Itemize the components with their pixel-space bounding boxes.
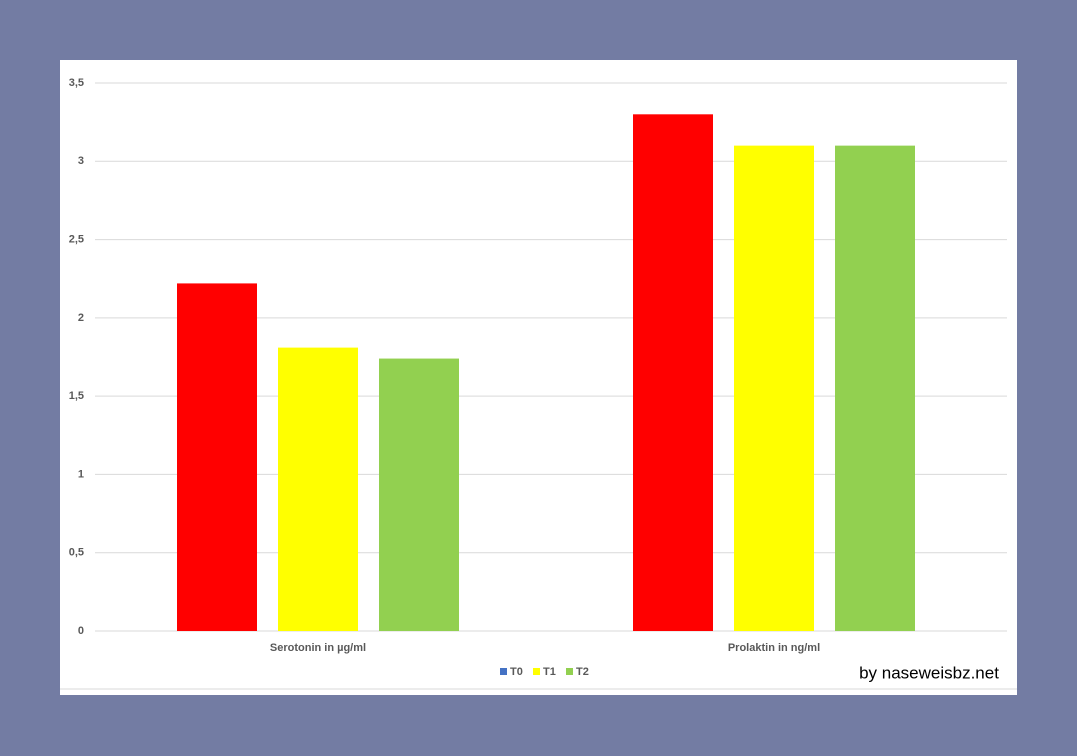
y-tick-label: 2,5 [69, 233, 84, 245]
y-tick-label: 0,5 [69, 547, 84, 559]
y-tick-label: 3,5 [69, 77, 84, 89]
legend-swatch [566, 668, 573, 675]
bar [633, 114, 713, 632]
y-tick-label: 0 [78, 625, 84, 637]
y-tick-label: 2 [78, 312, 84, 324]
legend-label: T0 [510, 666, 523, 678]
watermark: by naseweisbz.net [859, 663, 999, 682]
bar [278, 347, 358, 631]
legend-label: T2 [576, 666, 589, 678]
x-tick-label: Prolaktin in ng/ml [728, 642, 820, 654]
bar [734, 145, 814, 631]
y-tick-label: 1,5 [69, 390, 84, 402]
legend-swatch [533, 668, 540, 675]
x-tick-label: Serotonin in µg/ml [270, 642, 366, 654]
bar [379, 358, 459, 631]
legend-swatch [500, 668, 507, 675]
y-tick-label: 1 [78, 468, 84, 480]
bar [177, 283, 257, 631]
legend-label: T1 [543, 666, 556, 678]
bar [835, 145, 915, 631]
y-tick-label: 3 [78, 155, 84, 167]
